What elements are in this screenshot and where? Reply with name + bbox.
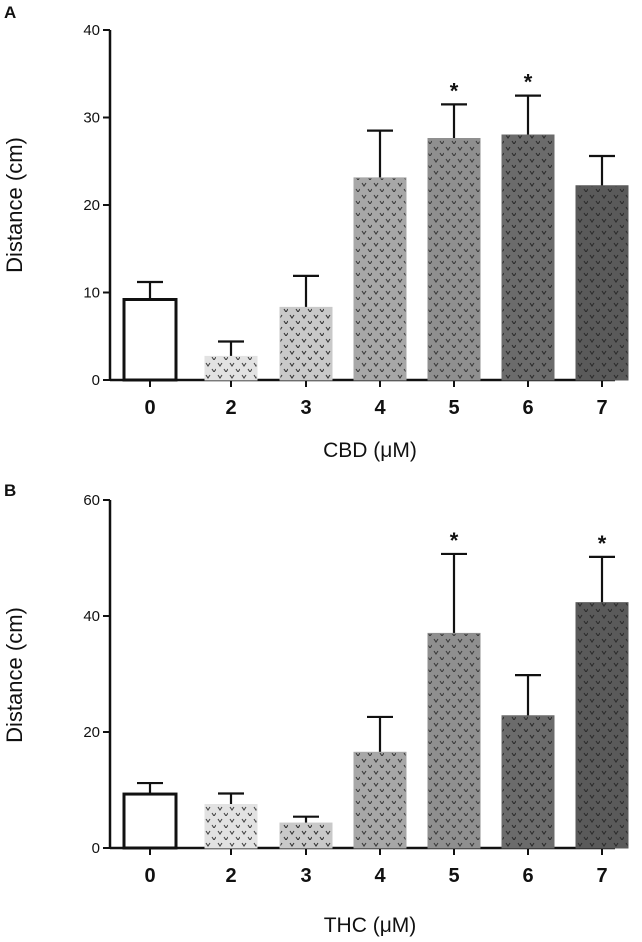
- panel-a-bar-4: [353, 177, 407, 381]
- panel-b-bar-0: [122, 792, 178, 850]
- panel-b-xtick-label: 3: [300, 865, 311, 887]
- panel-a-xtick-label: 4: [374, 397, 386, 419]
- panel-b-xtick-label: 7: [596, 865, 607, 887]
- panel-b-xtick-label: 2: [225, 865, 236, 887]
- panel-b-bar-5: [427, 632, 481, 849]
- panel-a-ytick-label: 30: [83, 110, 100, 127]
- panel-a-ytick-label: 10: [83, 285, 100, 302]
- panel-b-x-axis-label: THC (μM): [324, 914, 417, 937]
- panel-b-ytick-label: 20: [83, 724, 100, 741]
- panel-b-y-axis-label: Distance (cm): [2, 607, 27, 743]
- panel-a-xtick-label: 5: [448, 397, 459, 419]
- panel-a-bar-5: [427, 138, 481, 381]
- panel-a-bar-3: [279, 306, 333, 381]
- panel-b-bar-3: [279, 822, 333, 849]
- panel-a-bar-2: [204, 355, 258, 381]
- panel-b-letter: B: [4, 481, 16, 500]
- panel-a-xtick-label: 3: [300, 397, 311, 419]
- panel-b-xtick-label: 5: [448, 865, 459, 887]
- panel-a-plot: 0 10 20 30 40 0 2 3 4 5 * 6 * 7: [83, 22, 629, 419]
- panel-b-xtick-label: 6: [522, 865, 533, 887]
- panel-b: B Distance (cm) THC (μM) 0 20 40 60 0 2 3 4 5 * 6 7…: [2, 481, 629, 937]
- panel-b-xtick-label: 4: [374, 865, 386, 887]
- panel-a-significance-star: *: [524, 70, 533, 95]
- panel-b-significance-star: *: [450, 528, 459, 553]
- panel-a: A Distance (cm) CBD (μM) 0 10 20 30 40 0 2 3 4 5 *…: [2, 3, 629, 462]
- panel-b-bar-7: [575, 602, 629, 849]
- panel-a-y-axis-label: Distance (cm): [2, 137, 27, 273]
- panel-a-xtick-label: 6: [522, 397, 533, 419]
- panel-b-significance-star: *: [598, 531, 607, 556]
- panel-b-ytick-label: 60: [83, 492, 100, 509]
- panel-a-ytick-label: 40: [83, 22, 100, 39]
- panel-a-ytick-label: 20: [83, 197, 100, 214]
- panel-a-significance-star: *: [450, 78, 459, 103]
- panel-b-ytick-label: 0: [92, 840, 100, 857]
- panel-b-xtick-label: 0: [144, 865, 155, 887]
- panel-b-ytick-label: 40: [83, 608, 100, 625]
- panel-a-xtick-label: 7: [596, 397, 607, 419]
- panel-a-xtick-label: 2: [225, 397, 236, 419]
- panel-a-bar-6: [501, 134, 555, 381]
- panel-b-bar-6: [501, 715, 555, 849]
- panel-a-x-axis-label: CBD (μM): [323, 439, 417, 462]
- panel-b-bar-2: [204, 804, 258, 849]
- panel-a-ytick-label: 0: [92, 372, 100, 389]
- panel-a-bar-7: [575, 185, 629, 381]
- panel-a-bar-0: [122, 298, 178, 382]
- panel-a-letter: A: [4, 3, 16, 22]
- panel-a-xtick-label: 0: [144, 397, 155, 419]
- panel-b-plot: 0 20 40 60 0 2 3 4 5 * 6 7 *: [83, 492, 629, 887]
- panel-b-bar-4: [353, 751, 407, 849]
